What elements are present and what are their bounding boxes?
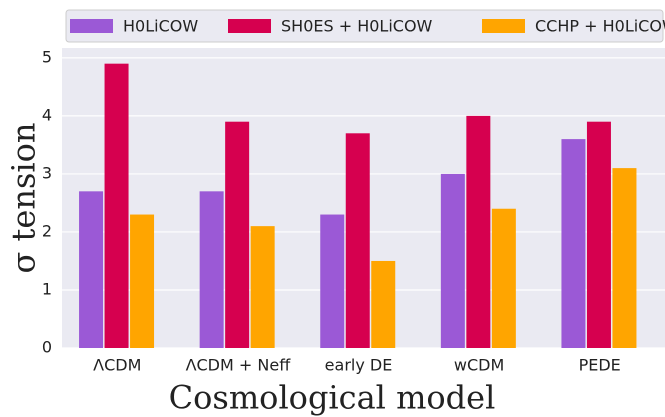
x-tick-label: PEDE xyxy=(579,356,621,375)
bar xyxy=(199,191,224,348)
bar xyxy=(104,63,129,349)
bar xyxy=(466,115,491,348)
legend-box xyxy=(65,9,664,43)
bar xyxy=(130,214,155,348)
bar xyxy=(250,226,275,348)
bar xyxy=(320,214,345,348)
legend-label: SH0ES + H0LiCOW xyxy=(281,17,433,36)
bar xyxy=(440,173,465,348)
y-tick-label: 4 xyxy=(42,105,52,124)
x-tick-label: ΛCDM + Neff xyxy=(186,356,292,375)
legend-label: CCHP + H0LiCOW xyxy=(535,17,665,36)
legend-swatch xyxy=(228,19,271,33)
legend-swatch xyxy=(70,19,113,33)
y-tick-label: 2 xyxy=(42,221,52,240)
bar xyxy=(345,133,370,348)
bar xyxy=(79,191,104,348)
x-tick-label: early DE xyxy=(325,356,393,375)
y-tick-label: 3 xyxy=(42,163,52,182)
bar xyxy=(225,121,250,348)
bar xyxy=(612,168,637,348)
y-tick-label: 0 xyxy=(42,338,52,357)
legend-label: H0LiCOW xyxy=(123,17,198,36)
bar xyxy=(586,121,611,348)
bar xyxy=(561,139,586,348)
x-tick-label: wCDM xyxy=(454,356,504,375)
x-tick-label: ΛCDM xyxy=(93,356,141,375)
x-axis-label: Cosmological model xyxy=(169,379,496,417)
bar xyxy=(371,260,396,348)
legend-swatch xyxy=(482,19,525,33)
y-tick-label: 1 xyxy=(42,279,52,298)
y-axis-label: σ tension xyxy=(5,123,43,274)
bar xyxy=(491,208,516,348)
y-tick-label: 5 xyxy=(42,47,52,66)
